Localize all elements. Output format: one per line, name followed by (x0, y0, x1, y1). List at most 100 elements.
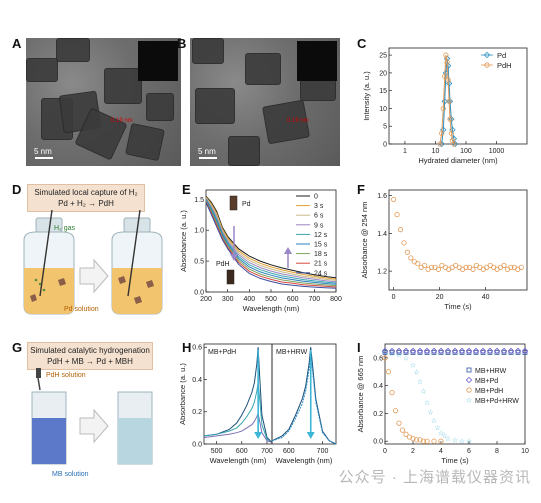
data-point (382, 349, 388, 355)
legend-label: MB+HRW (475, 368, 507, 375)
x-tick-label: 600 (283, 448, 295, 455)
data-point (445, 80, 453, 87)
x-axis-label: Time (s) (444, 302, 472, 311)
data-point (494, 349, 500, 355)
data-point: ☆ (424, 399, 430, 407)
series-line (205, 199, 337, 284)
data-point (394, 211, 400, 218)
y-axis-label: Absorbance (a. u.) (180, 210, 188, 272)
y-axis-label: Intensity (a. u.) (362, 71, 371, 121)
x-tick-label: 40 (482, 294, 490, 301)
data-point (422, 262, 428, 269)
data-point (438, 438, 444, 444)
vial-pd-label: Pd (242, 201, 251, 208)
data-point (451, 141, 457, 147)
data-point (518, 264, 524, 270)
data-point (437, 141, 443, 147)
data-point (493, 347, 501, 355)
data-point (390, 196, 397, 203)
data-point (501, 262, 507, 269)
y-tick-label: 0.0 (192, 442, 202, 449)
x-tick-label: 10 (432, 148, 440, 155)
data-point (410, 435, 416, 442)
data-point (442, 73, 448, 80)
data-point (466, 349, 472, 355)
data-point (417, 349, 423, 355)
x-axis-label: Wavelength (nm) (276, 456, 333, 465)
data-point (392, 408, 399, 414)
x-tick-label: 20 (436, 294, 444, 301)
series-line (205, 197, 337, 281)
scale-bar (199, 157, 217, 159)
chart-e-uvvis: 200 300 400 500 600 700 800 0.0 0.5 1.0 1.5 Wavelen… (180, 189, 342, 313)
x-axis-label: Wavelength (nm) (210, 456, 267, 465)
y-tick-label: 1.2 (377, 269, 387, 276)
x-tick-label: 800 (330, 296, 342, 303)
x-tick-label: 700 (261, 448, 273, 455)
y-tick-label: 5 (383, 124, 387, 131)
data-point: ☆ (438, 429, 444, 437)
series-line (205, 200, 337, 287)
data-point (473, 349, 479, 355)
data-point (508, 349, 514, 355)
data-point (479, 347, 487, 355)
x-axis-label: Time (s) (441, 456, 469, 465)
chart-c-dls: 1 10 100 1000 0 5 10 15 20 25 Hydrated diameter (n… (362, 47, 528, 165)
series-line (271, 355, 337, 445)
lattice-label: 0.19 nm (111, 118, 133, 124)
tem-image-a: 0.19 nm 5 nm (26, 38, 181, 166)
series-line (205, 196, 337, 280)
data-point (403, 349, 409, 355)
data-point (382, 355, 388, 361)
data-point (447, 116, 453, 122)
legend-label: 24 s (314, 270, 328, 277)
data-point (514, 347, 522, 355)
legend-label: 21 s (314, 261, 328, 268)
series-line (203, 382, 273, 443)
x-tick-label: 10 (521, 448, 529, 455)
plot-frame (384, 343, 526, 445)
chart-h-mb-spectra: 500 600 700 0.0 0.2 0.4 0.6 Wavelength (nm) Abso… (180, 343, 337, 465)
x-tick-label: 700 (308, 296, 320, 303)
panel-letter-h: H (182, 340, 192, 355)
y-tick-label: 0.0 (373, 439, 383, 446)
legend-marker (465, 376, 473, 384)
legend-label: MB+Pd (475, 378, 498, 385)
hydrogenation-box-equation: PdH + MB → Pd + MBH (47, 357, 133, 366)
y-tick-label: 1.0 (194, 228, 204, 235)
data-point (417, 437, 423, 443)
data-point (404, 249, 411, 255)
data-point (399, 427, 406, 433)
data-point (500, 347, 508, 355)
plot-frame (388, 189, 528, 291)
data-point (430, 347, 438, 355)
data-point (451, 347, 459, 355)
data-point (424, 349, 430, 355)
data-point (501, 349, 507, 355)
capture-box-title: Simulated local capture of H₂ (34, 188, 138, 197)
panel-letter-a: A (12, 36, 22, 51)
data-point (507, 347, 515, 355)
vial-pdh-label: PdH (216, 261, 230, 268)
h2-gas-label: H₂ gas (54, 225, 76, 232)
data-point (401, 240, 407, 246)
scale-bar (35, 157, 53, 159)
data-point (522, 349, 528, 355)
y-tick-label: 0.2 (373, 411, 383, 418)
decrease-arrow-head (254, 432, 263, 439)
legend-label: 3 s (314, 203, 324, 210)
y-tick-label: 1.5 (194, 197, 204, 204)
data-point (448, 130, 454, 136)
data-point (444, 347, 452, 355)
data-point: ☆ (441, 432, 447, 440)
y-tick-label: 15 (379, 88, 387, 95)
data-point: ☆ (420, 388, 426, 396)
y-tick-label: 0.0 (194, 290, 204, 297)
y-tick-label: 0.6 (192, 345, 202, 352)
x-tick-label: 100 (460, 148, 472, 155)
panel-letter-b: B (177, 36, 187, 51)
y-tick-label: 25 (379, 53, 387, 60)
data-point (443, 52, 449, 58)
data-point: ☆ (445, 435, 451, 443)
x-tick-label: 0 (392, 294, 396, 301)
